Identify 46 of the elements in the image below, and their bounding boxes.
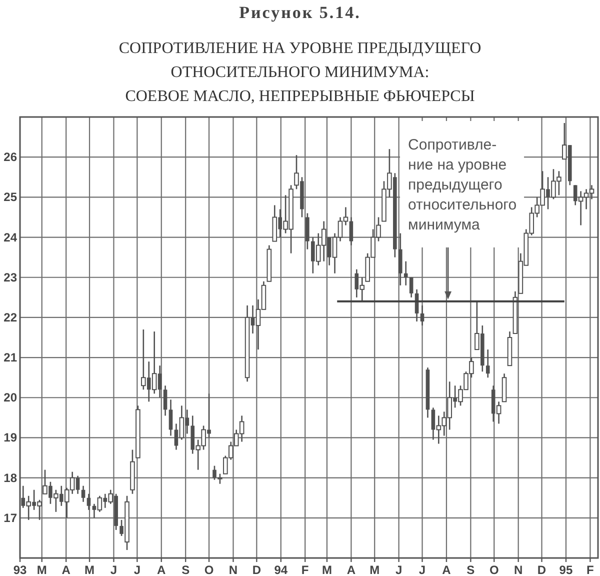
- y-tick-label: 26: [4, 150, 18, 164]
- x-tick-label: A: [346, 563, 356, 576]
- x-tick-label: O: [489, 563, 499, 576]
- x-tick-label: 95: [559, 563, 573, 576]
- x-tick-label: M: [370, 563, 380, 576]
- y-tick-label: 23: [4, 270, 18, 284]
- y-tick-label: 25: [4, 190, 18, 204]
- x-tick-label: A: [157, 563, 166, 576]
- candlestick: [409, 276, 414, 298]
- x-tick-label: N: [228, 563, 238, 576]
- candlestick: [404, 260, 408, 286]
- x-tick-label: N: [514, 563, 523, 576]
- x-tick-label: F: [301, 563, 309, 576]
- y-tick-label: 24: [4, 230, 18, 244]
- x-tick-label: M: [84, 563, 95, 576]
- x-tick-label: 94: [274, 563, 288, 576]
- chart-title: Рисунок 5.14.: [239, 3, 361, 22]
- y-tick-label: 21: [4, 350, 18, 365]
- x-tick-label: S: [182, 563, 190, 576]
- x-tick-label: M: [322, 563, 332, 576]
- y-tick-label: 20: [4, 390, 18, 405]
- chart-subtitle: СОПРОТИВЛЕНИЕ НА УРОВНЕ ПРЕДЫДУЩЕГО ОТНОСИТЕЛЬНОГО МИНИМУМА: СОЕВОЕ МАСЛО, НЕПРЕРЫВНЫЕ ФЬЮЧЕРСЫ: [118, 40, 482, 105]
- x-tick-label: 93: [13, 563, 27, 576]
- x-tick-label: F: [586, 563, 594, 576]
- x-tick-label: D: [252, 563, 262, 576]
- y-tick-label: 18: [4, 470, 18, 485]
- x-tick-label: A: [442, 563, 452, 576]
- x-tick-label: J: [110, 563, 118, 576]
- candlestick: [420, 304, 424, 326]
- x-tick-label: M: [36, 563, 47, 576]
- candlestick: [486, 348, 490, 378]
- y-tick-label: 17: [4, 510, 18, 525]
- x-tick-label: D: [537, 563, 546, 576]
- x-tick-label: J: [134, 563, 141, 576]
- y-tick-label: 19: [4, 430, 18, 445]
- candlestick: [81, 485, 86, 503]
- x-tick-label: A: [62, 563, 71, 576]
- x-tick-label: S: [466, 563, 475, 576]
- annotation: Сопротивле- ние на уровне предыдущего относительного минимума: [408, 136, 517, 234]
- candlestick: [163, 384, 168, 416]
- x-tick-label: O: [204, 563, 214, 576]
- candlestick: [86, 493, 91, 511]
- candlestick: [168, 398, 173, 436]
- y-tick-label: 22: [4, 310, 18, 324]
- x-tick-label: J: [418, 563, 426, 576]
- x-tick-label: J: [395, 563, 402, 576]
